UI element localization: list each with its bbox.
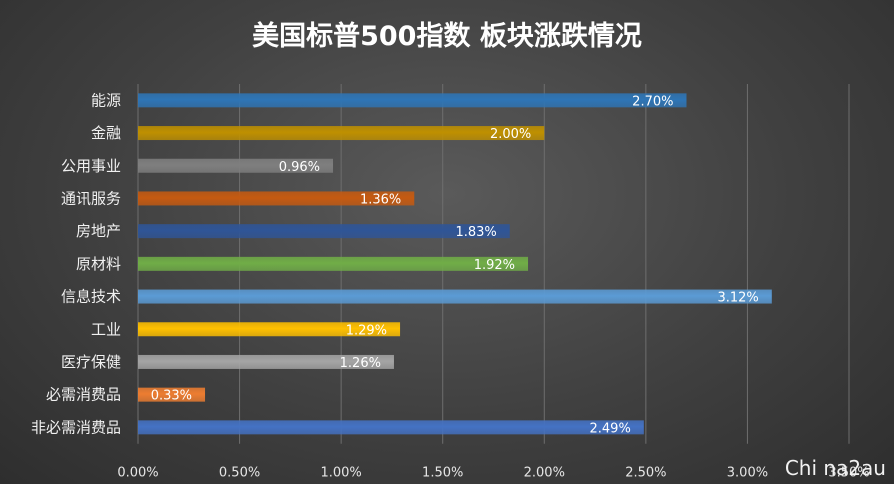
x-tick-label: 1.50% — [422, 466, 463, 481]
bar — [138, 420, 644, 435]
data-label: 2.49% — [590, 421, 631, 436]
category-label: 房地产 — [76, 222, 121, 240]
category-label: 公用事业 — [61, 157, 121, 175]
category-label: 工业 — [91, 320, 121, 338]
watermark: Chi na2au — [784, 456, 886, 480]
data-label: 2.70% — [632, 94, 673, 109]
bar — [138, 354, 394, 369]
category-label: 能源 — [91, 91, 121, 109]
data-label: 2.00% — [490, 127, 531, 142]
x-tick-label: 0.00% — [117, 466, 158, 481]
bar — [138, 224, 510, 239]
bar — [138, 289, 772, 304]
x-tick-label: 2.00% — [524, 466, 565, 481]
data-label: 1.36% — [360, 192, 401, 207]
bar — [138, 158, 334, 173]
x-tick-label: 3.50% — [828, 466, 869, 481]
x-tick-label: 0.50% — [219, 466, 260, 481]
x-tick-label: 1.00% — [320, 466, 361, 481]
category-label: 必需消费品 — [46, 386, 121, 404]
bar — [138, 322, 401, 337]
category-label: 通讯服务 — [61, 189, 121, 207]
category-label: 医疗保健 — [61, 353, 121, 371]
x-tick-label: 3.00% — [727, 466, 768, 481]
data-label: 1.26% — [340, 356, 381, 371]
data-label: 0.33% — [151, 389, 192, 404]
data-label: 1.29% — [346, 323, 387, 338]
category-label: 原材料 — [76, 255, 121, 273]
category-label: 非必需消费品 — [31, 418, 121, 436]
bar — [138, 191, 415, 206]
bar — [138, 126, 545, 141]
data-label: 1.92% — [474, 258, 515, 273]
category-label: 信息技术 — [61, 288, 121, 306]
bar — [138, 256, 529, 271]
x-tick-label: 2.50% — [625, 466, 666, 481]
bar — [138, 387, 206, 402]
data-label: 3.12% — [717, 291, 758, 306]
bar — [138, 93, 687, 108]
data-label: 1.83% — [455, 225, 496, 240]
chart-title: 美国标普500指数 板块涨跌情况 — [252, 21, 642, 52]
category-label: 金融 — [91, 124, 121, 142]
data-label: 0.96% — [279, 160, 320, 175]
